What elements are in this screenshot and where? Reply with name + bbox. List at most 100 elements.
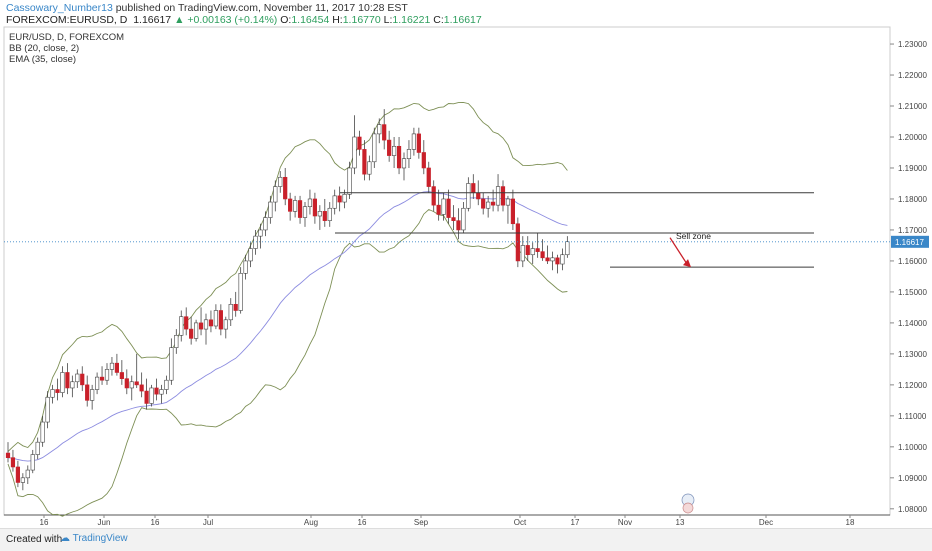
candle — [10, 449, 16, 472]
price-chart[interactable]: 1.23000 1.22000 1.21000 1.20000 1.19000 1.180… — [0, 0, 932, 528]
candle-body — [416, 133, 421, 153]
candle — [456, 208, 461, 240]
candle-body — [451, 217, 456, 221]
candle — [154, 378, 159, 401]
candle — [292, 195, 298, 218]
candle — [65, 363, 70, 395]
price-tick-label: 1.08000 — [898, 505, 927, 514]
plot-frame — [3, 26, 891, 516]
candle-body — [357, 136, 362, 150]
candle-body — [535, 248, 540, 252]
candle — [233, 291, 238, 317]
candle — [223, 316, 228, 339]
change-value: +0.00163 (+0.14%) — [187, 14, 278, 26]
candle — [203, 313, 209, 345]
candle — [95, 372, 100, 395]
candle-body — [189, 328, 194, 339]
candle-body — [396, 145, 402, 169]
candle — [401, 152, 407, 181]
candle — [362, 140, 367, 181]
candle — [550, 251, 555, 271]
time-tick-label: Nov — [618, 518, 632, 527]
candle — [184, 307, 189, 336]
candle-body — [164, 379, 169, 390]
indicator-bollinger[interactable]: BB (20, close, 2) — [9, 43, 80, 54]
candle-body — [288, 198, 293, 212]
candle-body — [263, 217, 268, 231]
candle — [99, 366, 105, 385]
candle-body — [223, 319, 228, 330]
candle-body — [481, 198, 486, 209]
candle — [109, 356, 115, 376]
candle — [302, 202, 308, 227]
author-link[interactable]: Cassowary_Number13 — [6, 2, 113, 14]
candle-body — [30, 454, 35, 471]
time-tick-label: Dec — [759, 518, 773, 527]
candle — [144, 378, 149, 410]
candle — [253, 229, 258, 255]
tradingview-brand-link[interactable]: ☁ TradingView — [60, 533, 128, 544]
candle — [119, 360, 124, 385]
candle-body — [283, 176, 288, 200]
candle-body — [525, 245, 530, 256]
candle-body — [406, 149, 412, 159]
candle — [90, 384, 95, 410]
candle-body — [505, 198, 511, 206]
time-tick-label: Oct — [514, 518, 527, 527]
candle-body — [565, 241, 570, 256]
candle-body — [486, 201, 491, 209]
candle — [129, 375, 134, 401]
candle-body — [198, 322, 204, 330]
candle — [545, 245, 550, 265]
candle — [85, 375, 90, 407]
candle-body — [495, 186, 501, 206]
candle-body — [367, 161, 372, 175]
candle — [50, 384, 55, 404]
candle — [60, 366, 65, 398]
candle-body — [421, 152, 426, 169]
candle — [164, 375, 169, 395]
candle — [391, 136, 397, 168]
candle — [5, 442, 11, 463]
price-tick-label: 1.09000 — [898, 474, 927, 483]
candle-body — [218, 310, 223, 330]
candle-body — [391, 145, 397, 156]
candle-body — [119, 372, 124, 379]
candle-body — [312, 198, 318, 217]
candle-body — [490, 201, 496, 206]
indicator-ema[interactable]: EMA (35, close) — [9, 54, 77, 65]
candle-body — [40, 421, 45, 443]
candle — [387, 130, 392, 162]
candle-body — [75, 373, 80, 383]
sell-arrow-icon — [669, 237, 689, 266]
candle-body — [347, 167, 352, 195]
candle — [80, 366, 85, 392]
candle — [382, 109, 387, 150]
current-price-badge — [891, 235, 929, 248]
candle — [273, 180, 278, 212]
candle — [446, 189, 451, 224]
price-tick-label: 1.21000 — [898, 102, 927, 111]
high-value: 1.16770 — [342, 14, 381, 26]
candle-body — [560, 254, 565, 265]
candle-body — [441, 198, 446, 215]
indicator-symbol[interactable]: EUR/USD, D, FOREXCOM — [9, 32, 125, 43]
candle-body — [362, 149, 367, 175]
candle-body — [144, 390, 149, 404]
candle — [426, 161, 431, 193]
time-tick-label: 16 — [40, 518, 49, 527]
published-text: published on TradingView.com, November 1… — [112, 2, 408, 14]
time-tick-label: Jun — [98, 518, 111, 527]
candle-body — [15, 466, 21, 483]
candle-body — [530, 248, 535, 256]
candle — [461, 202, 466, 234]
candle — [466, 177, 471, 212]
candle-body — [268, 201, 273, 218]
candle-body — [25, 469, 30, 479]
price-tick-label: 1.13000 — [898, 350, 927, 359]
price-tick-label: 1.23000 — [898, 40, 927, 49]
candle-body — [238, 273, 243, 311]
candle-body — [184, 316, 189, 330]
time-tick-label: 16 — [358, 518, 367, 527]
candle-body — [85, 384, 90, 401]
